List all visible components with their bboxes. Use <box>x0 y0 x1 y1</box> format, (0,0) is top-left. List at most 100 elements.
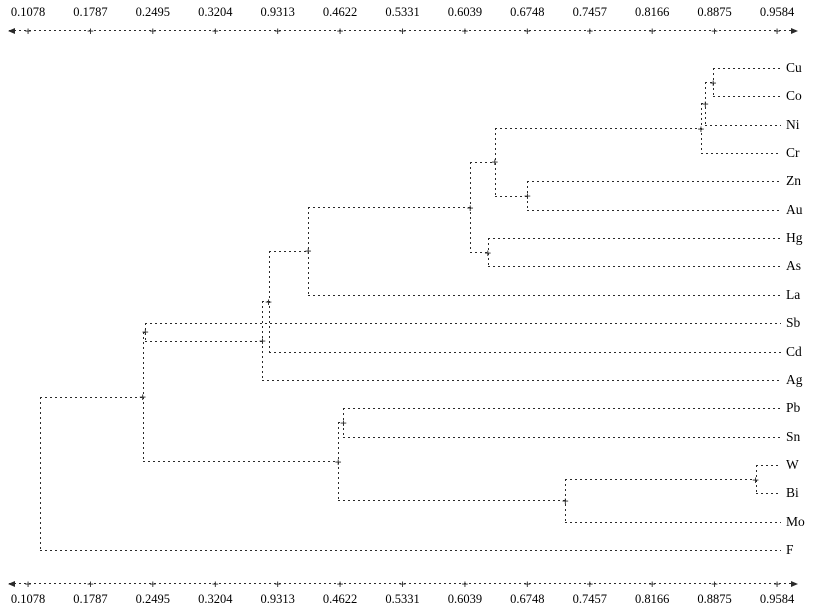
cluster-stem-m3 <box>494 128 701 130</box>
bottom-axis-tick-mark: + <box>274 576 281 590</box>
top-axis-tick-mark: + <box>524 23 531 37</box>
leaf-line-Cd <box>268 351 781 353</box>
leaf-label-As: As <box>786 258 802 274</box>
merge-vertical-m4 <box>527 181 529 210</box>
bottom-axis-tick-label: 0.8875 <box>697 592 732 606</box>
cluster-stem-m10 <box>145 340 263 342</box>
leaf-label-Au: Au <box>786 201 803 217</box>
bottom-axis-tick-mark: + <box>24 576 32 590</box>
bottom-axis-tick-label: 0.1787 <box>73 592 108 606</box>
top-axis-tick-mark: + <box>711 23 718 37</box>
junction-marker-m5: + <box>491 155 499 169</box>
cluster-stem-m6 <box>470 252 488 254</box>
leaf-label-Sn: Sn <box>786 428 801 444</box>
junction-marker-p2: + <box>334 455 342 469</box>
bottom-axis-arrow-right-icon <box>791 580 798 587</box>
top-axis-tick-mark: + <box>274 23 281 37</box>
junction-marker-m10: + <box>259 334 266 348</box>
merge-vertical-m3 <box>700 103 702 154</box>
top-axis-tick-label: 0.2495 <box>135 5 171 19</box>
merge-vertical-m7 <box>470 161 472 253</box>
leaf-line-Ni <box>705 124 781 126</box>
cluster-stem-w2 <box>338 500 566 502</box>
junction-marker-p1: + <box>340 416 347 430</box>
junction-marker-m6: + <box>484 246 492 260</box>
leaf-line-Zn <box>527 181 781 183</box>
junction-marker-w2: + <box>562 494 569 508</box>
cluster-stem-p1 <box>338 422 344 424</box>
junction-marker-w1: + <box>752 472 759 486</box>
top-axis-tick-label: 0.3204 <box>198 5 233 19</box>
leaf-line-Mo <box>565 521 781 523</box>
junction-marker-m11: + <box>141 325 149 339</box>
leaf-label-W: W <box>786 456 799 472</box>
leaf-label-Ni: Ni <box>786 116 800 132</box>
merge-vertical-m2 <box>705 82 707 125</box>
leaf-line-Bi <box>755 493 781 495</box>
merge-vertical-m6 <box>487 238 489 267</box>
bottom-axis-tick-label: 0.6039 <box>447 592 483 606</box>
bottom-axis-tick-mark: + <box>524 576 531 590</box>
junction-marker-m8: + <box>304 244 312 258</box>
bottom-axis-tick-mark: + <box>586 576 594 590</box>
leaf-label-F: F <box>786 542 794 557</box>
top-axis-tick-mark: + <box>399 23 406 37</box>
leaf-label-Hg: Hg <box>786 230 803 246</box>
bottom-axis-tick-mark: + <box>149 576 157 590</box>
merge-vertical-m5 <box>494 128 496 196</box>
top-axis-tick-mark: + <box>461 23 469 37</box>
merge-vertical-m11 <box>145 323 147 341</box>
junction-marker-m2: + <box>702 97 709 111</box>
top-axis-tick-mark: + <box>149 23 157 37</box>
top-axis-tick-label: 0.8166 <box>634 5 670 19</box>
bottom-axis-tick-label: 0.9313 <box>260 592 295 606</box>
cluster-stem-m7 <box>308 207 471 209</box>
bottom-axis-tick-label: 0.6748 <box>510 592 545 606</box>
leaf-label-Co: Co <box>786 88 802 104</box>
bottom-axis-tick-label: 0.1078 <box>10 592 46 606</box>
junction-marker-m4: + <box>524 189 531 203</box>
cluster-stem-m4 <box>494 195 528 197</box>
merge-vertical-g1 <box>142 331 144 462</box>
cluster-stem-m8 <box>268 250 309 252</box>
leaf-line-La <box>308 294 781 296</box>
cluster-stem-g1 <box>39 396 143 398</box>
junction-marker-m3: + <box>697 122 705 136</box>
bottom-axis-tick-mark: + <box>461 576 469 590</box>
bottom-axis-arrow-left-icon <box>8 580 15 587</box>
merge-vertical-p2 <box>338 422 340 501</box>
leaf-label-Pb: Pb <box>786 400 801 416</box>
cluster-stem-m5 <box>470 161 495 163</box>
leaf-line-Sb <box>145 323 781 325</box>
leaf-line-Co <box>713 96 781 98</box>
leaf-line-Cu <box>713 68 781 69</box>
bottom-axis-tick-mark: + <box>648 576 656 590</box>
merge-vertical-p1 <box>343 408 345 437</box>
leaf-line-Au <box>527 209 781 211</box>
junction-marker-m1: + <box>709 75 717 89</box>
cluster-stem-m11 <box>142 331 146 333</box>
top-axis-tick-label: 0.8875 <box>697 5 732 19</box>
leaf-line-Cr <box>700 153 781 155</box>
leaf-line-Ag <box>262 379 781 381</box>
leaf-label-Bi: Bi <box>786 485 799 501</box>
merge-vertical-root <box>39 396 41 550</box>
top-axis-tick-label: 0.4622 <box>322 5 358 19</box>
top-axis-tick-mark: + <box>773 23 781 37</box>
top-axis-tick-mark: + <box>87 23 94 37</box>
bottom-axis-tick-label: 0.8166 <box>634 592 670 606</box>
junction-marker-g1: + <box>139 390 146 404</box>
top-axis-tick-label: 0.7457 <box>572 5 607 19</box>
merge-vertical-m1 <box>713 68 715 97</box>
bottom-axis-tick-label: 0.3204 <box>198 592 233 606</box>
bottom-axis-tick-mark: + <box>336 576 344 590</box>
bottom-axis-tick-label: 0.5331 <box>385 592 420 606</box>
leaf-label-Cr: Cr <box>786 145 800 161</box>
junction-marker-m9: + <box>265 295 272 309</box>
leaf-label-Cd: Cd <box>786 343 802 359</box>
top-axis-tick-mark: + <box>24 23 32 37</box>
leaf-label-Cu: Cu <box>786 60 802 75</box>
cluster-stem-p2 <box>142 461 339 463</box>
top-axis-arrow-right-icon <box>791 27 798 34</box>
